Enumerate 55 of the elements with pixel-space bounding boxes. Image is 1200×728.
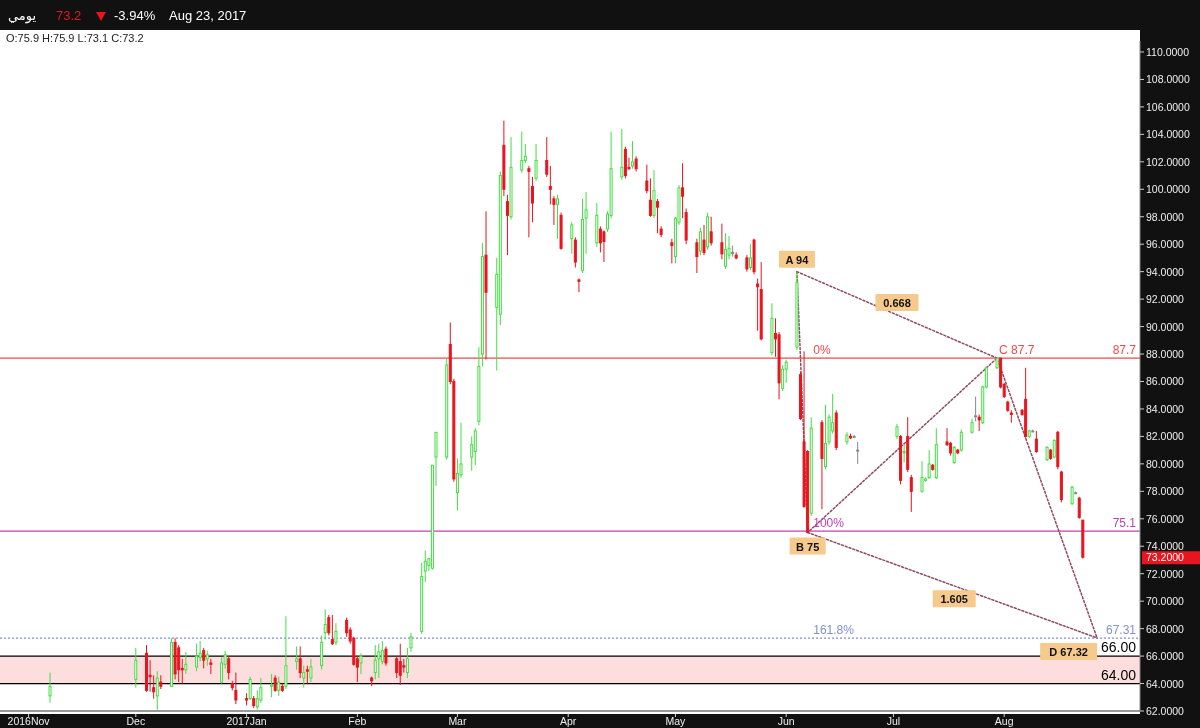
y-tick-label: 86.0000 <box>1146 375 1185 388</box>
ref-line-label: 75.1 <box>1112 516 1137 531</box>
y-tick-label: 98.0000 <box>1146 210 1185 223</box>
annotation: C 87.7 <box>999 343 1035 358</box>
y-tick-label: 70.0000 <box>1146 595 1185 608</box>
ref-line-label: 87.7 <box>1112 343 1137 358</box>
y-tick-label: 80.0000 <box>1146 457 1185 470</box>
annotation: 161.8% <box>813 623 855 638</box>
chart-subtitle: O:75.9 H:75.9 L:73.1 C:73.2 <box>6 32 144 44</box>
y-tick-label: 66.0000 <box>1146 650 1185 663</box>
y-tick-label: 72.0000 <box>1146 567 1185 580</box>
annotation: 0.668 <box>883 296 911 309</box>
x-tick-label: Feb <box>348 715 367 727</box>
y-tick-label: 82.0000 <box>1146 430 1185 443</box>
annotation: 100% <box>813 516 845 531</box>
x-tick-label: Mar <box>448 715 467 727</box>
y-tick-label: 90.0000 <box>1146 320 1185 333</box>
annotation: 1.605 <box>940 593 968 606</box>
text: 73.2000 <box>1146 551 1185 564</box>
annotation: 0% <box>813 343 831 358</box>
annotation: B 75 <box>796 540 820 553</box>
ref-line-label: 67.31 <box>1105 623 1137 638</box>
x-tick-label: 2017Jan <box>226 715 267 727</box>
text: -3.94% <box>114 8 156 23</box>
y-tick-label: 104.0000 <box>1146 128 1190 141</box>
y-tick-label: 94.0000 <box>1146 265 1185 278</box>
y-tick-label: 74.0000 <box>1146 540 1185 553</box>
text: 73.2 <box>56 8 82 23</box>
x-tick-label: Apr <box>560 715 577 727</box>
x-tick-label: May <box>665 715 687 727</box>
y-tick-label: 88.0000 <box>1146 348 1185 361</box>
x-tick-label: Jul <box>886 715 901 727</box>
annotation: D 67.32 <box>1049 645 1088 658</box>
y-tick-label: 102.0000 <box>1146 155 1190 168</box>
x-tick-label: Dec <box>126 715 146 727</box>
y-tick-label: 110.0000 <box>1146 45 1190 58</box>
chart-title: يومي <box>8 8 37 24</box>
y-tick-label: 76.0000 <box>1146 512 1185 525</box>
y-tick-label: 100.0000 <box>1146 183 1190 196</box>
y-tick-label: 78.0000 <box>1146 485 1185 498</box>
y-tick-label: 92.0000 <box>1146 293 1185 306</box>
y-tick-label: 62.0000 <box>1146 705 1185 717</box>
x-tick-label: 2016Nov <box>7 715 51 727</box>
y-tick-label: 108.0000 <box>1146 73 1190 86</box>
text: Aug 23, 2017 <box>169 8 247 23</box>
x-tick-label: Jun <box>777 715 795 727</box>
annotation: A 94 <box>785 253 810 266</box>
ref-line-label: 66.00 <box>1100 639 1137 656</box>
y-tick-label: 64.0000 <box>1146 677 1185 690</box>
y-tick-label: 106.0000 <box>1146 100 1190 113</box>
ref-line-label: 64.00 <box>1100 666 1137 683</box>
y-tick-label: 96.0000 <box>1146 238 1185 251</box>
y-tick-label: 68.0000 <box>1146 622 1185 635</box>
x-tick-label: Aug <box>994 715 1014 727</box>
y-tick-label: 84.0000 <box>1146 402 1185 415</box>
